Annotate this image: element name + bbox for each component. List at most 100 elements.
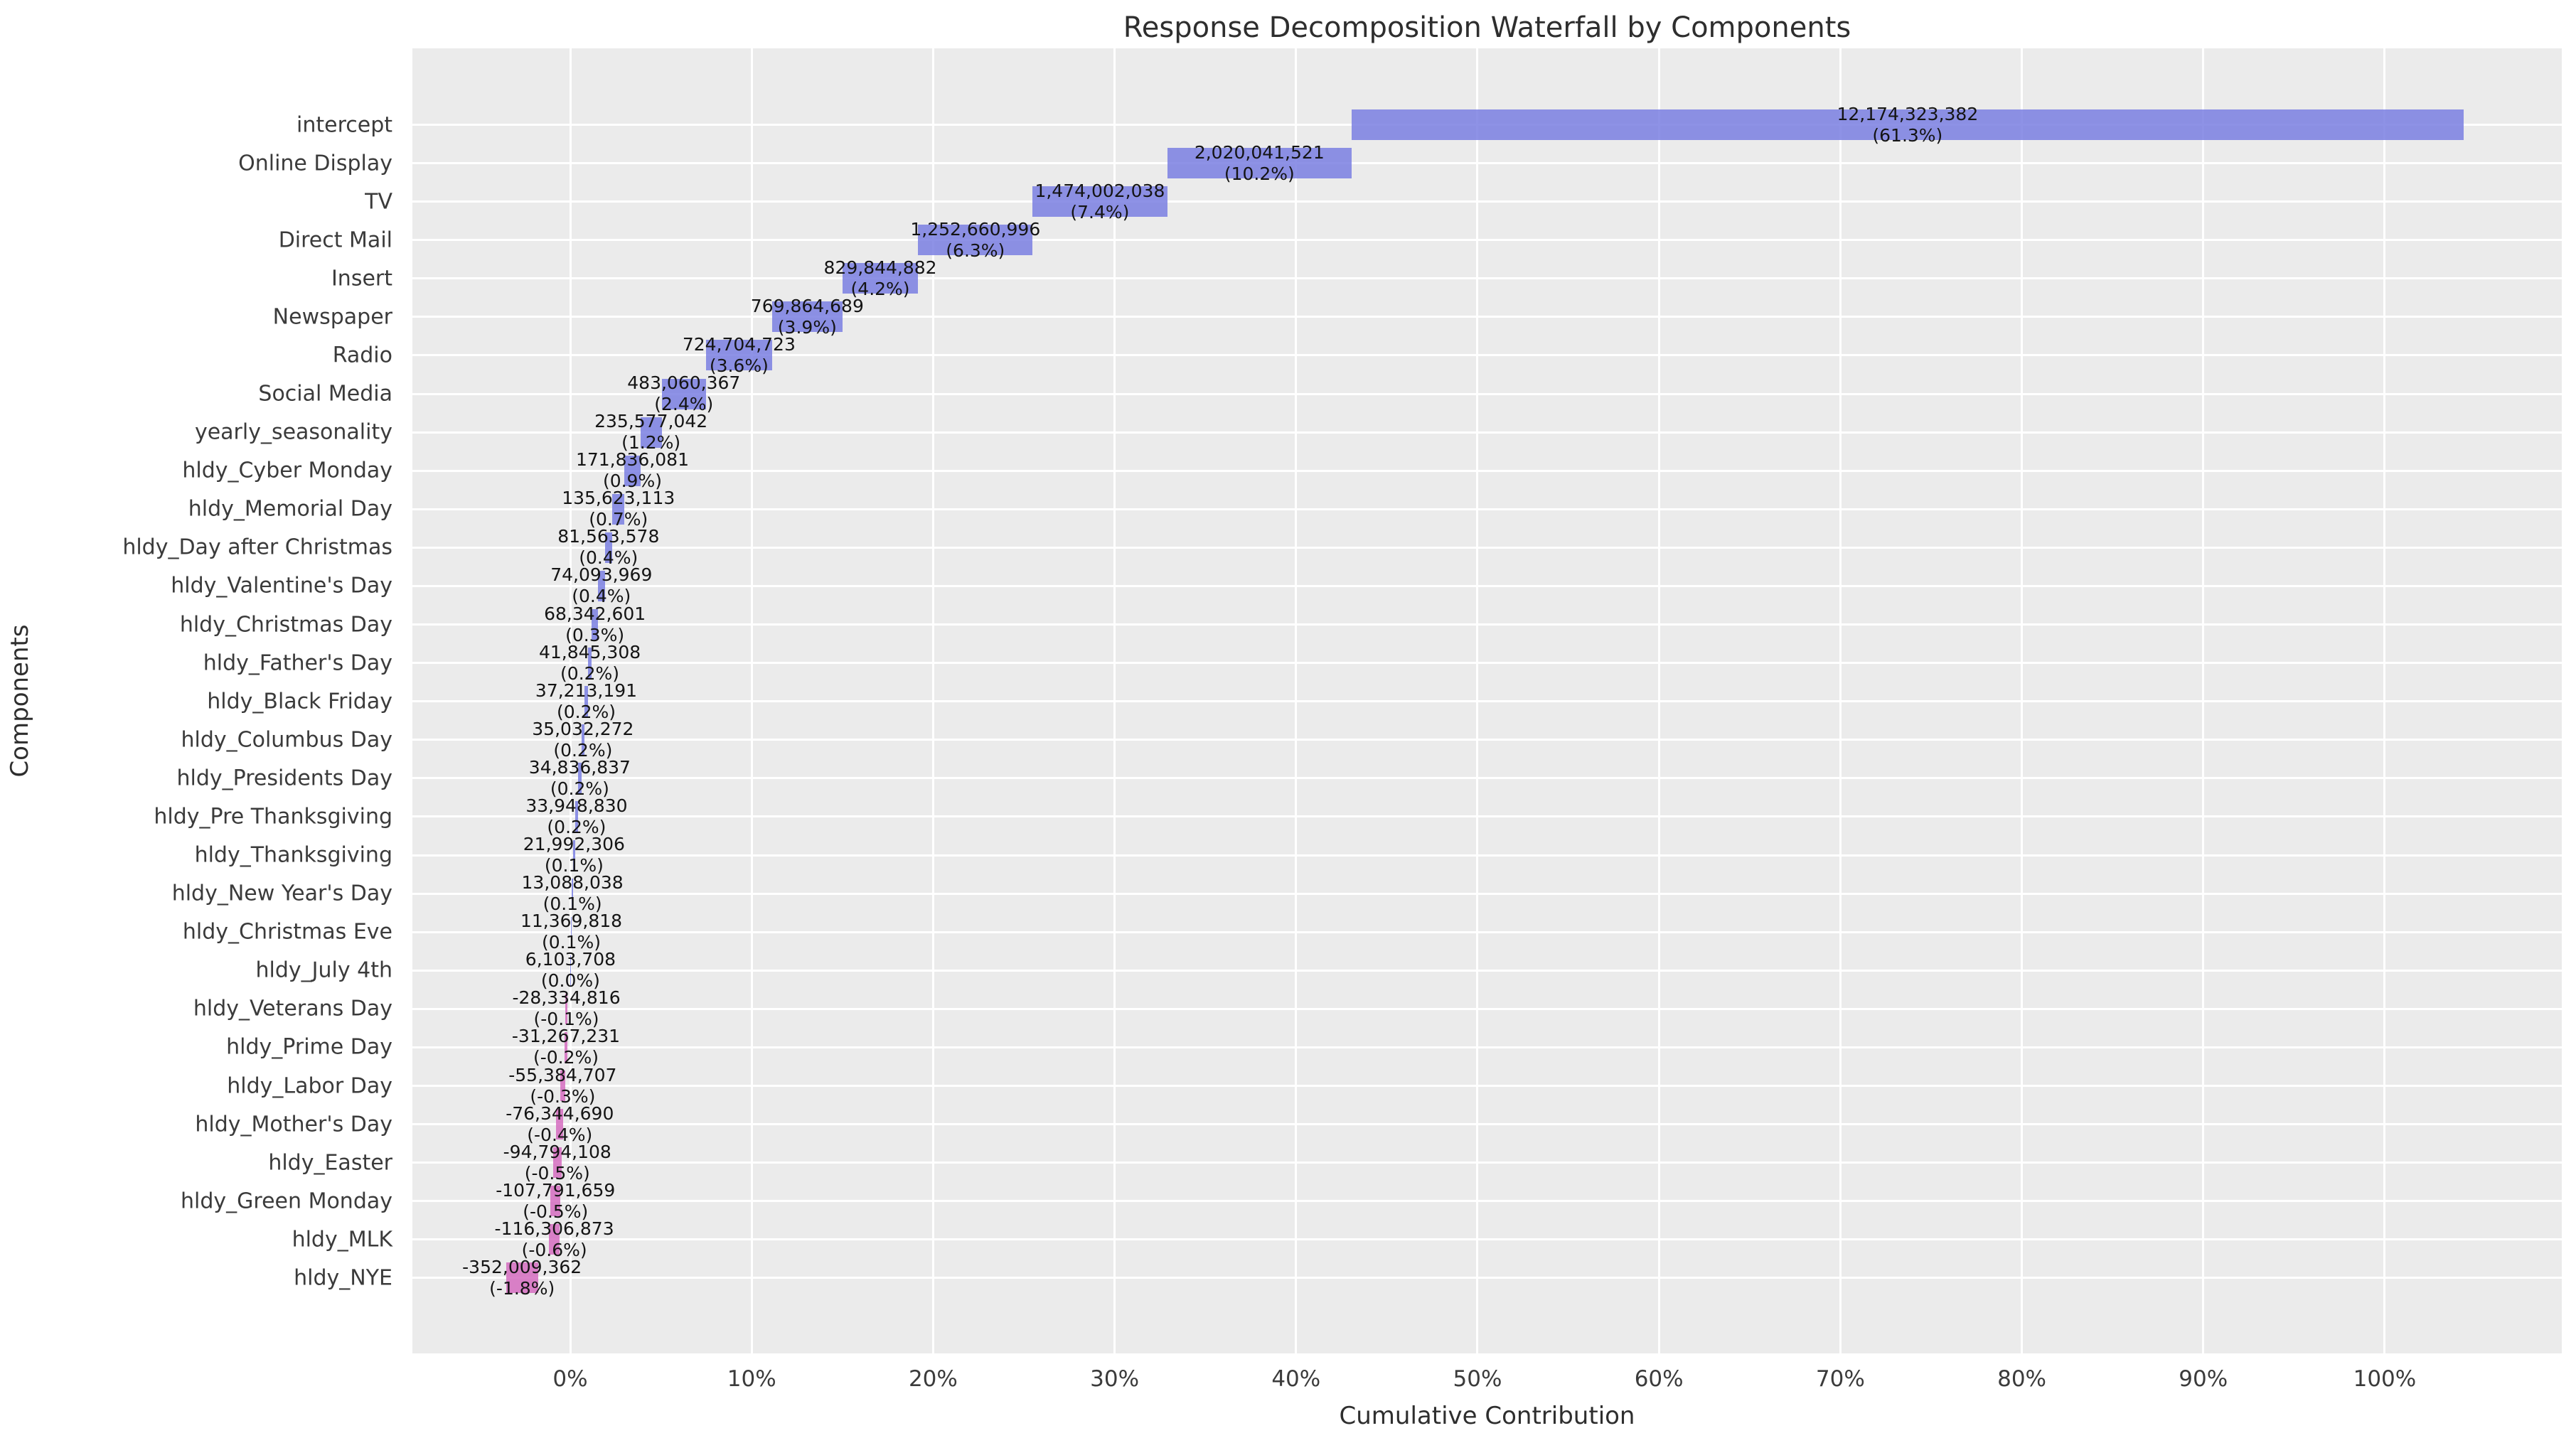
bar-value-label: 21,992,306 (0.1%) <box>523 834 625 876</box>
x-tick-label: 20% <box>908 1366 958 1392</box>
y-tick-label: hldy_July 4th <box>255 957 393 983</box>
y-tick-label: hldy_Memorial Day <box>188 496 392 522</box>
y-tick-label: hldy_Columbus Day <box>181 727 392 753</box>
bar-value-label: -107,791,659 (-0.5%) <box>496 1179 616 1222</box>
bar-value-label: 11,369,818 (0.1%) <box>520 911 623 953</box>
bar-value-label: -94,794,108 (-0.5%) <box>503 1141 611 1184</box>
x-tick-label: 30% <box>1090 1366 1140 1392</box>
bar-value-label: -76,344,690 (-0.4%) <box>506 1102 614 1145</box>
y-gridline <box>412 1277 2562 1279</box>
y-tick-label: hldy_Valentine's Day <box>171 573 392 599</box>
y-tick-label: hldy_Christmas Day <box>179 612 392 638</box>
y-tick-label: hldy_Easter <box>268 1150 392 1176</box>
bar-hldy_Memorial Day <box>612 493 625 525</box>
y-gridline <box>412 508 2562 510</box>
y-gridline <box>412 662 2562 665</box>
y-tick-label: hldy_MLK <box>292 1227 392 1252</box>
y-gridline <box>412 854 2562 857</box>
bar-value-label: 33,948,830 (0.2%) <box>525 795 628 837</box>
bar-value-label: 12,174,323,382 (61.3%) <box>1837 103 1979 146</box>
bar-value-label: 37,213,191 (0.2%) <box>535 680 638 722</box>
y-gridline <box>412 392 2562 395</box>
y-gridline <box>412 969 2562 972</box>
bar-Direct Mail <box>918 225 1033 256</box>
bar-value-label: 1,474,002,038 (7.4%) <box>1035 180 1165 222</box>
y-gridline <box>412 700 2562 703</box>
y-gridline <box>412 739 2562 741</box>
y-tick-label: hldy_NYE <box>294 1265 392 1291</box>
bar-value-label: 81,563,578 (0.4%) <box>557 526 660 569</box>
y-tick-label: hldy_Day after Christmas <box>122 535 392 560</box>
y-gridline <box>412 1007 2562 1010</box>
bar-hldy_MLK <box>549 1224 560 1255</box>
bar-hldy_Thanksgiving <box>572 839 575 871</box>
y-tick-label: Direct Mail <box>278 227 392 253</box>
y-tick-label: hldy_Thanksgiving <box>194 842 392 868</box>
x-tick-label: 10% <box>727 1366 776 1392</box>
y-gridline <box>412 930 2562 933</box>
y-tick-label: hldy_Mother's Day <box>195 1112 392 1137</box>
y-gridline <box>412 162 2562 165</box>
y-tick-label: hldy_Labor Day <box>227 1073 392 1098</box>
bar-value-label: -28,334,816 (-0.1%) <box>512 987 621 1030</box>
bar-Insert <box>842 263 919 294</box>
bar-hldy_Cyber Monday <box>624 455 641 486</box>
bar-hldy_Day after Christmas <box>604 532 613 563</box>
y-axis-label: Components <box>6 624 34 778</box>
y-tick-label: hldy_Prime Day <box>226 1034 392 1060</box>
y-gridline <box>412 892 2562 895</box>
y-tick-label: hldy_Father's Day <box>203 650 392 676</box>
y-gridline <box>412 546 2562 549</box>
y-tick-label: hldy_Presidents Day <box>176 766 393 791</box>
y-gridline <box>412 584 2562 587</box>
y-tick-label: TV <box>365 189 392 215</box>
bar-hldy_Labor Day <box>560 1071 565 1101</box>
x-tick-label: 60% <box>1634 1366 1684 1392</box>
y-gridline <box>412 1123 2562 1126</box>
y-tick-label: yearly_seasonality <box>194 419 392 445</box>
y-tick-label: Insert <box>331 266 392 291</box>
bar-value-label: 35,032,272 (0.2%) <box>532 718 634 761</box>
bar-value-label: 235,577,042 (1.2%) <box>594 411 708 454</box>
y-gridline <box>412 200 2562 203</box>
y-tick-label: Newspaper <box>272 304 392 330</box>
bar-hldy_Mother's Day <box>556 1109 564 1140</box>
bar-value-label: 171,836,081 (0.9%) <box>575 449 689 492</box>
bar-value-label: 41,845,308 (0.2%) <box>538 641 641 684</box>
bar-Newspaper <box>771 301 843 333</box>
bar-hldy_Christmas Eve <box>570 916 572 948</box>
y-tick-label: hldy_Pre Thanksgiving <box>154 804 392 830</box>
bar-hldy_Veterans Day <box>565 993 568 1024</box>
x-tick-label: 100% <box>2353 1366 2417 1392</box>
bar-hldy_Presidents Day <box>578 763 582 794</box>
x-tick-label: 50% <box>1453 1366 1502 1392</box>
bar-value-label: 6,103,708 (0.0%) <box>525 949 616 992</box>
bar-TV <box>1032 186 1167 218</box>
bar-value-label: 34,836,837 (0.2%) <box>528 756 631 799</box>
x-tick-label: 70% <box>1815 1366 1865 1392</box>
x-tick-label: 40% <box>1271 1366 1321 1392</box>
bar-hldy_Valentine's Day <box>598 570 605 601</box>
bar-value-label: 135,623,113 (0.7%) <box>562 488 675 530</box>
bar-value-label: 74,093,969 (0.4%) <box>550 564 653 607</box>
bar-hldy_New Year's Day <box>572 878 573 909</box>
bar-hldy_Easter <box>552 1147 562 1179</box>
bar-Social Media <box>661 378 706 409</box>
chart-title: Response Decomposition Waterfall by Comp… <box>1123 11 1851 44</box>
y-gridline <box>412 815 2562 818</box>
y-gridline <box>412 1046 2562 1048</box>
y-gridline <box>412 354 2562 357</box>
y-tick-label: Social Media <box>258 381 392 407</box>
x-axis-label: Cumulative Contribution <box>1339 1402 1635 1430</box>
bar-value-label: 829,844,882 (4.2%) <box>823 257 937 299</box>
y-tick-label: hldy_Black Friday <box>207 689 392 714</box>
y-tick-label: hldy_New Year's Day <box>171 881 392 906</box>
bar-value-label: 13,088,038 (0.1%) <box>521 872 624 915</box>
y-tick-label: intercept <box>296 112 392 137</box>
x-tick-label: 80% <box>1997 1366 2046 1392</box>
bar-hldy_July 4th <box>570 955 572 986</box>
bar-hldy_Black Friday <box>584 686 588 717</box>
bar-intercept <box>1352 109 2464 140</box>
bar-hldy_Father's Day <box>587 648 592 679</box>
